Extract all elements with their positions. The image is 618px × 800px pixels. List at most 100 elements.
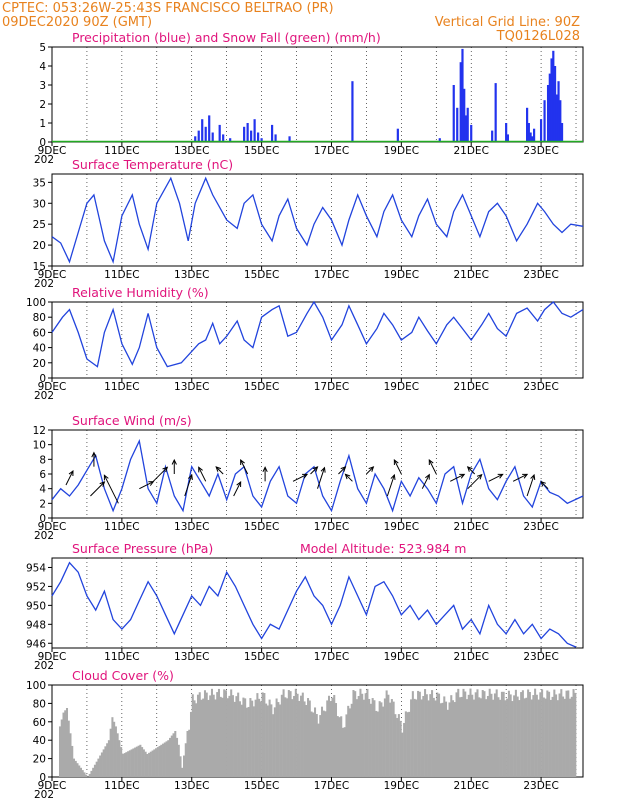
precip-bar bbox=[470, 124, 473, 142]
y-tick-label: 80 bbox=[33, 698, 46, 710]
precip-bar bbox=[243, 126, 246, 142]
x-tick-label: 17DEC bbox=[314, 381, 349, 393]
cloud-bar bbox=[217, 688, 220, 777]
cloud-bar bbox=[293, 695, 296, 777]
wind-vector-head bbox=[530, 473, 536, 481]
cloud-bar bbox=[209, 695, 212, 777]
x-tick-label: 11DEC bbox=[104, 521, 139, 533]
cloud-bar bbox=[488, 688, 491, 777]
wind-vector-head bbox=[425, 473, 430, 480]
series-line bbox=[51, 176, 584, 265]
wind-vector bbox=[103, 475, 119, 504]
wind-vector bbox=[467, 474, 483, 490]
cloud-bar bbox=[532, 695, 535, 777]
cloud-bar bbox=[279, 704, 282, 777]
wind-vector-head bbox=[344, 473, 351, 480]
cloud-bar bbox=[167, 740, 170, 777]
cloud-bar bbox=[113, 721, 116, 777]
precip-bar bbox=[197, 130, 200, 142]
cloud-bar bbox=[506, 698, 509, 777]
precip-bar bbox=[529, 132, 532, 142]
precip-bar bbox=[560, 123, 564, 142]
cloud-bar bbox=[420, 699, 423, 777]
cloud-bar bbox=[216, 692, 219, 777]
y-tick-label: 100 bbox=[26, 297, 46, 309]
cloud-bar bbox=[495, 689, 498, 777]
cloud-bar bbox=[455, 692, 458, 777]
wind-vector-head bbox=[91, 451, 97, 458]
cloud-bar bbox=[424, 689, 427, 777]
cloud-bar bbox=[326, 700, 329, 777]
cloud-bar bbox=[497, 697, 500, 777]
y-tick-label: 0 bbox=[39, 373, 46, 385]
cloud-bar bbox=[223, 689, 226, 777]
cloud-bar bbox=[338, 717, 341, 777]
cloud-bar bbox=[99, 755, 102, 777]
y-tick-label: 1 bbox=[39, 118, 46, 130]
cloud-bar bbox=[266, 705, 269, 777]
precip-bar bbox=[452, 85, 455, 142]
cloud-bar bbox=[200, 699, 203, 777]
cloud-bar bbox=[549, 699, 552, 777]
cloud-bar bbox=[436, 692, 439, 777]
cloud-bar bbox=[315, 714, 318, 777]
cloud-bar bbox=[153, 749, 156, 777]
cloud-bar bbox=[322, 710, 325, 777]
cloud-bar bbox=[58, 726, 62, 777]
wind-vector-head bbox=[262, 466, 268, 473]
wind-vector bbox=[292, 473, 308, 482]
wind-vector bbox=[233, 481, 242, 497]
x-tick-label: 13DEC bbox=[174, 780, 209, 792]
y-tick-label: 950 bbox=[26, 600, 46, 612]
wind-vector bbox=[512, 473, 528, 482]
cloud-bar bbox=[141, 747, 144, 777]
cloud-bar bbox=[572, 689, 575, 777]
x-tick-label: 13DEC bbox=[174, 521, 209, 533]
x-tick-label: 17DEC bbox=[314, 780, 349, 792]
cloud-bar bbox=[212, 694, 215, 777]
wind-vector-head bbox=[171, 458, 177, 465]
cloud-bar bbox=[149, 751, 152, 777]
panel-frame bbox=[51, 46, 584, 143]
cloud-bar bbox=[474, 692, 477, 777]
cloud-bar bbox=[392, 701, 395, 777]
wind-vector-head bbox=[198, 466, 203, 473]
x-tick-label: 19DEC bbox=[384, 651, 419, 663]
wind-vector-head bbox=[215, 466, 222, 472]
x-tick-label: 21DEC bbox=[453, 521, 488, 533]
x-tick-label: 9DEC bbox=[38, 145, 67, 157]
cloud-bar bbox=[221, 697, 224, 777]
cloud-bar bbox=[462, 688, 465, 777]
cloud-bar bbox=[272, 714, 275, 777]
cloud-bar bbox=[560, 689, 563, 777]
cloud-bar bbox=[352, 690, 355, 777]
cloud-bar bbox=[235, 696, 238, 777]
x-year-fragment: 202 bbox=[34, 660, 54, 672]
cloud-bar bbox=[413, 698, 416, 777]
cloud-bar bbox=[240, 704, 243, 777]
x-tick-label: 13DEC bbox=[174, 381, 209, 393]
precip-bar bbox=[532, 128, 536, 142]
cloud-bar bbox=[415, 699, 418, 777]
cloud-bar bbox=[125, 752, 128, 777]
x-tick-label: 23DEC bbox=[523, 145, 558, 157]
y-tick-label: 60 bbox=[33, 717, 46, 729]
y-tick-label: 20 bbox=[33, 358, 46, 370]
cloud-bar bbox=[121, 754, 124, 777]
cloud-bar bbox=[69, 733, 72, 777]
cloud-bar bbox=[389, 702, 392, 777]
cloud-bar bbox=[294, 688, 297, 777]
precip-bar bbox=[505, 123, 508, 142]
wind-vector bbox=[467, 466, 476, 475]
cloud-bar bbox=[341, 727, 345, 777]
cloud-bar bbox=[513, 695, 516, 777]
y-tick-label: 4 bbox=[39, 484, 46, 496]
wind-vector-head bbox=[68, 469, 74, 477]
y-tick-label: 8 bbox=[39, 454, 46, 466]
cloud-bar bbox=[247, 706, 250, 777]
cloud-bar bbox=[401, 732, 404, 777]
x-year-fragment: 202 bbox=[34, 789, 54, 800]
cloud-bar bbox=[354, 691, 357, 777]
y-tick-label: 15 bbox=[33, 261, 46, 273]
